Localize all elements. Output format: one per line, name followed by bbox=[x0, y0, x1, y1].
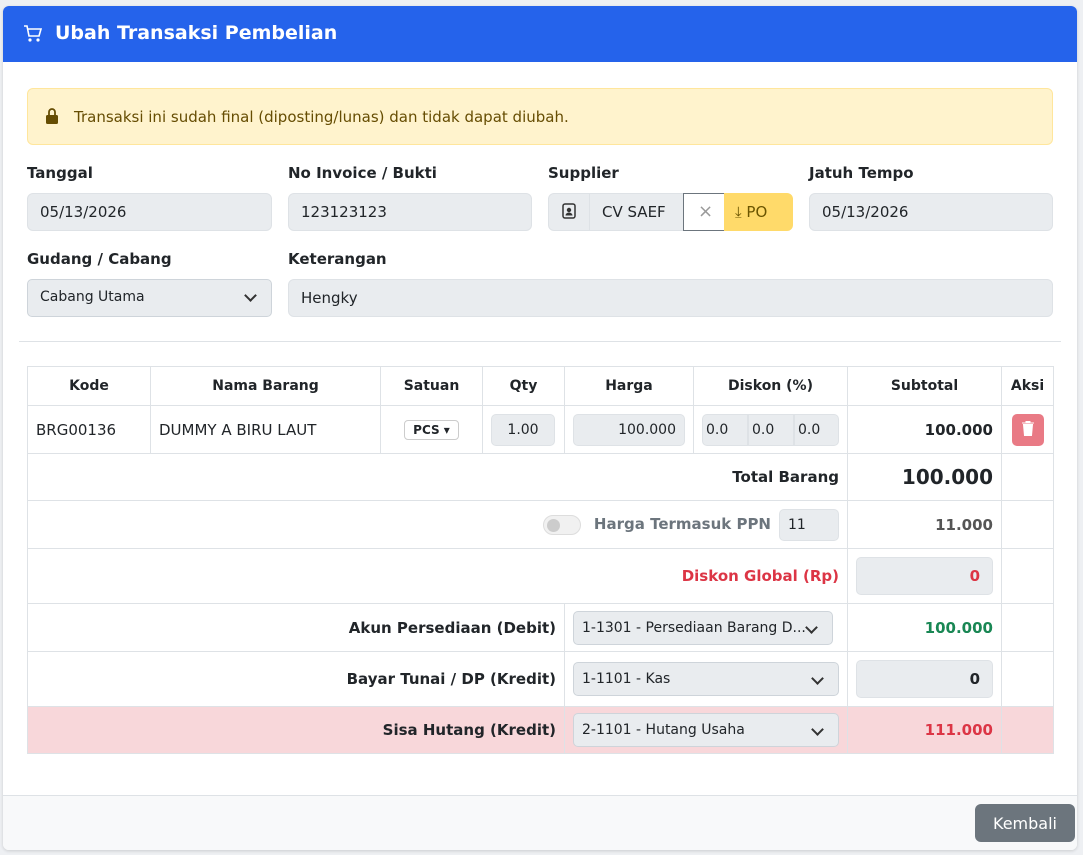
title: Ubah Transaksi Pembelian bbox=[55, 22, 338, 44]
th: Harga bbox=[564, 366, 694, 406]
divider bbox=[19, 341, 1061, 342]
th: Diskon (%) bbox=[693, 366, 848, 406]
subtotal: 100.000 bbox=[847, 405, 1002, 454]
summary-label: Bayar Tunai / DP (Kredit) bbox=[27, 651, 565, 707]
label: Supplier bbox=[548, 164, 619, 182]
unit-dropdown[interactable]: PCS ▾ bbox=[404, 419, 459, 440]
account-select[interactable]: 2-1101 - Hutang Usaha bbox=[573, 713, 839, 747]
select[interactable]: Cabang Utama bbox=[27, 279, 272, 317]
summary-label: Akun Persediaan (Debit) bbox=[27, 603, 565, 652]
payment-input[interactable]: 0 bbox=[856, 660, 993, 698]
header: Ubah Transaksi Pembelian bbox=[3, 6, 1077, 62]
summary-value: 11.000 bbox=[847, 500, 1002, 549]
td: DUMMY A BIRU LAUT bbox=[150, 405, 381, 454]
th: Subtotal bbox=[847, 366, 1002, 406]
supplier-icon bbox=[548, 193, 590, 231]
input[interactable]: 05/13/2026 bbox=[27, 193, 272, 231]
po-button[interactable]: ⤓ PO bbox=[724, 193, 793, 231]
disc-input[interactable]: 0.0 bbox=[748, 413, 794, 446]
price-input[interactable]: 100.000 bbox=[573, 413, 685, 446]
td: BRG00136 bbox=[27, 405, 151, 454]
input[interactable]: Hengky bbox=[288, 279, 1053, 317]
summary-value: 100.000 bbox=[847, 603, 1002, 652]
account-select[interactable]: 1-1301 - Persediaan Barang D... bbox=[573, 610, 833, 645]
summary-label: Total Barang bbox=[27, 453, 848, 501]
card: Ubah Transaksi Pembelian Transaksi ini s… bbox=[3, 6, 1077, 850]
disc-input[interactable]: 0.0 bbox=[702, 413, 748, 446]
th: Qty bbox=[482, 366, 565, 406]
summary-value: 100.000 bbox=[847, 453, 1002, 501]
label: No Invoice / Bukti bbox=[288, 164, 437, 182]
input[interactable]: 05/13/2026 bbox=[809, 193, 1053, 231]
po-label: PO bbox=[746, 203, 768, 221]
disc-input[interactable]: 0.0 bbox=[794, 413, 839, 446]
label: Keterangan bbox=[288, 250, 387, 268]
summary-label: Sisa Hutang (Kredit) bbox=[27, 706, 565, 754]
alert-text: Transaksi ini sudah final (diposting/lun… bbox=[74, 108, 569, 126]
label: Gudang / Cabang bbox=[27, 250, 172, 268]
summary-label: Diskon Global (Rp) bbox=[27, 548, 848, 604]
th: Nama Barang bbox=[150, 366, 381, 406]
input[interactable]: 123123123 bbox=[288, 193, 532, 231]
items-table: Kode Nama Barang Satuan Qty Harga Diskon (%) S… bbox=[27, 366, 1054, 754]
label: Tanggal bbox=[27, 164, 93, 182]
cart-icon bbox=[24, 25, 43, 42]
clear-button[interactable]: × bbox=[683, 193, 725, 231]
qty-input[interactable]: 1.00 bbox=[491, 413, 555, 446]
summary-value: 111.000 bbox=[847, 706, 1002, 754]
label: Jatuh Tempo bbox=[809, 164, 914, 182]
summary-label: Harga Termasuk PPN bbox=[593, 515, 771, 533]
input[interactable]: CV SAEF bbox=[589, 193, 684, 231]
delete-button[interactable] bbox=[1011, 413, 1044, 446]
ppn-rate[interactable]: 11 bbox=[779, 508, 839, 541]
ppn-toggle[interactable] bbox=[542, 514, 581, 535]
th: Satuan bbox=[380, 366, 483, 406]
footer: Kembali bbox=[3, 795, 1077, 850]
th: Aksi bbox=[1001, 366, 1054, 406]
unit: PCS bbox=[413, 422, 440, 437]
alert: Transaksi ini sudah final (diposting/lun… bbox=[27, 88, 1053, 145]
discount-input[interactable]: 0 bbox=[856, 557, 993, 595]
account-select[interactable]: 1-1101 - Kas bbox=[573, 662, 839, 696]
lock-icon bbox=[46, 108, 58, 124]
back-button[interactable]: Kembali bbox=[975, 804, 1075, 842]
th: Kode bbox=[27, 366, 151, 406]
